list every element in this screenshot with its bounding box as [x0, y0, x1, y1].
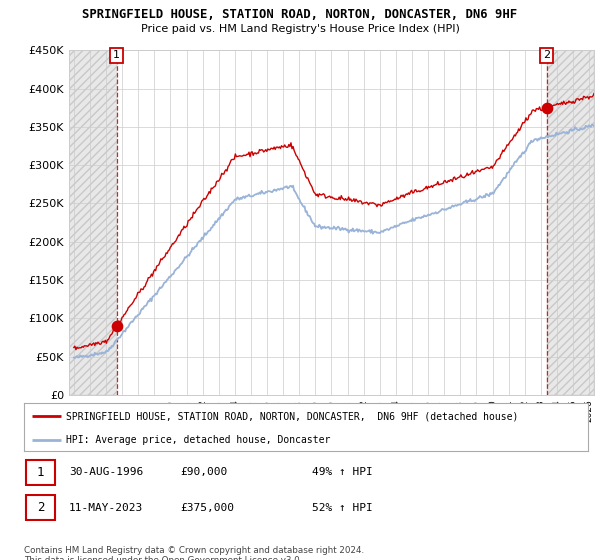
Text: Contains HM Land Registry data © Crown copyright and database right 2024.
This d: Contains HM Land Registry data © Crown c…: [24, 546, 364, 560]
Point: [112, 321, 121, 330]
Text: £375,000: £375,000: [180, 502, 234, 512]
Text: SPRINGFIELD HOUSE, STATION ROAD, NORTON, DONCASTER,  DN6 9HF (detached house): SPRINGFIELD HOUSE, STATION ROAD, NORTON,…: [66, 411, 518, 421]
FancyBboxPatch shape: [26, 460, 55, 485]
FancyBboxPatch shape: [26, 495, 55, 520]
Bar: [547, 50, 594, 395]
Text: 2: 2: [543, 50, 550, 60]
Text: HPI: Average price, detached house, Doncaster: HPI: Average price, detached house, Donc…: [66, 435, 331, 445]
Text: SPRINGFIELD HOUSE, STATION ROAD, NORTON, DONCASTER, DN6 9HF: SPRINGFIELD HOUSE, STATION ROAD, NORTON,…: [82, 8, 518, 21]
Text: 52% ↑ HPI: 52% ↑ HPI: [312, 502, 373, 512]
Text: 30-AUG-1996: 30-AUG-1996: [69, 467, 143, 477]
Bar: [69, 50, 116, 395]
Text: £90,000: £90,000: [180, 467, 227, 477]
Point: [542, 104, 551, 113]
Text: 2: 2: [37, 501, 44, 514]
Text: 1: 1: [37, 466, 44, 479]
Text: 1: 1: [113, 50, 120, 60]
Text: 49% ↑ HPI: 49% ↑ HPI: [312, 467, 373, 477]
Text: 11-MAY-2023: 11-MAY-2023: [69, 502, 143, 512]
Text: Price paid vs. HM Land Registry's House Price Index (HPI): Price paid vs. HM Land Registry's House …: [140, 24, 460, 34]
